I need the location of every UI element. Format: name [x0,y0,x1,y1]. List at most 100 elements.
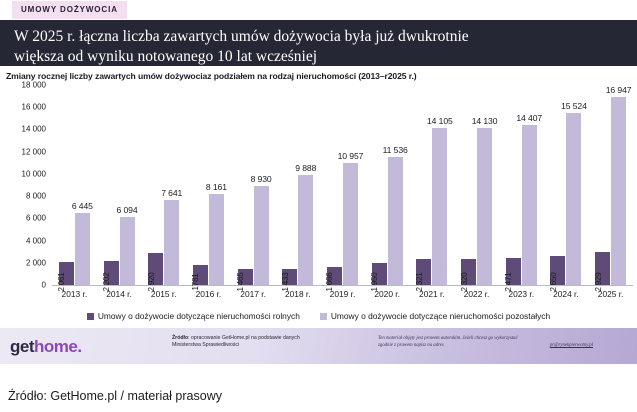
bar-pozostalych[interactable]: 14 130 [472,116,497,285]
bar-value-label: 7 641 [161,188,183,199]
x-axis-tick: 2017 r. [240,289,266,299]
bar-group: 2 471 14 407 [499,85,544,292]
copyright-line-2: zgodnie z prawem napisz na adres [378,342,444,348]
legend-item[interactable]: Umowy o dożywocie dotyczące nieruchomośc… [86,311,300,321]
y-axis-tick: 4 000 [25,236,46,246]
x-axis-tick: 2024 r. [553,289,579,299]
x-axis-tick: 2018 r. [284,289,311,299]
x-axis-tick: 2013 r. [61,289,88,299]
headline-line-1: W 2025 r. łączna liczba zawartych umów d… [14,28,469,45]
legend-swatch [86,312,94,320]
y-axis-tick: 6 000 [25,213,46,223]
y-axis: 18 000 16 000 14 000 12 000 10 000 8 000 6 000… [4,81,50,290]
chart-title: Zmiany rocznej liczby zawartych umów doż… [6,71,417,81]
bar-rolnych[interactable]: 1 950 [370,263,387,292]
y-axis-tick: 2 000 [25,258,46,268]
bar-rolnych[interactable]: 2 320 [460,259,477,292]
badge-row: UMOWY DOŻYWOCIA [0,0,637,20]
bar-group: 2 650 15 524 [544,85,589,292]
bar-pozostalych[interactable]: 7 641 [161,188,182,285]
category-badge: UMOWY DOŻYWOCIA [12,1,127,19]
y-axis-tick: 12 000 [21,147,46,157]
bar-rolnych[interactable]: 2 650 [549,255,566,292]
x-axis-tick: 2021 r. [419,289,445,299]
bar-rolnych[interactable]: 1 433 [281,269,298,292]
bar-group: 2 202 6 094 [97,85,142,292]
source-note: Źródło: opracowanie GetHome.pl na podsta… [172,335,304,348]
y-axis-tick: 0 [41,280,46,290]
bar-rolnych[interactable]: 2 321 [415,259,432,292]
bar-pozostalych[interactable]: 16 947 [606,85,632,285]
source-note-label: Źródło [172,335,189,341]
plot-area: 18 000 16 000 14 000 12 000 10 000 8 000 6 000… [4,81,633,321]
bar-rolnych[interactable]: 2 471 [504,257,521,292]
bar-value-label: 11 536 [382,144,408,155]
x-axis-tick: 2025 r. [597,289,624,299]
bar-pozostalych[interactable]: 8 161 [206,182,227,285]
bar-group: 2 920 7 641 [141,85,186,292]
bar-value-label: 6 094 [116,205,138,216]
bar-value-label: 15 524 [561,100,587,111]
legend-label: Umowy o dożywocie dotyczące nieruchomośc… [330,311,551,321]
bar-group: 2 320 14 130 [454,85,499,292]
x-axis-tick: 2014 r. [106,289,132,299]
bar-value-label: 16 947 [605,84,632,95]
x-axis-tick: 2023 r. [508,289,535,299]
x-axis-tick: 2019 r. [329,289,356,299]
bar-value-label: 14 105 [427,116,453,127]
chart-card: Zmiany rocznej liczby zawartych umów doż… [0,66,637,328]
brand-bar: gethome. Źródło: opracowanie GetHome.pl … [0,328,637,364]
bar-pozostalych[interactable]: 14 407 [516,113,542,285]
bar-value-label: 6 445 [71,201,93,212]
bars-plot: 2 061 6 445 2 202 6 094 2 920 7 641 1781 8 161 1… [52,85,633,292]
bar-value-label: 9 888 [295,163,317,174]
bar-pozostalych[interactable]: 14 105 [427,116,453,285]
bar-pozostalych[interactable]: 9 888 [295,163,316,285]
copyright-line-1: Ten materiał objęty jest prawem autorski… [378,336,518,341]
bar-group: 1 465 8 930 [231,85,276,292]
bar-group: 1 950 11 536 [365,85,410,292]
bar-value-label: 8 930 [250,173,272,184]
x-axis-tick: 2020 r. [374,289,400,299]
bar-rolnych[interactable]: 2 929 [594,252,611,292]
bar-rolnych[interactable]: 2 061 [57,262,74,292]
x-axis-tick: 2015 r. [150,289,177,299]
bar-rolnych[interactable]: 1781 [191,265,208,291]
y-axis-tick: 10 000 [21,169,46,179]
bar-pozostalych[interactable]: 11 536 [383,145,408,285]
bar-group: 1 666 10 957 [320,85,365,292]
bar-rolnych[interactable]: 1 465 [236,268,253,292]
bar-rolnych[interactable]: 2 202 [102,260,119,292]
bar-value-label: 10 957 [337,151,364,162]
logo-get: get [10,337,35,356]
bar-value-label: 14 407 [516,112,543,123]
headline: W 2025 r. łączna liczba zawartych umów d… [0,20,637,66]
bottom-caption: Źródło: GetHome.pl / materiał prasowy [0,380,637,412]
logo-dot: . [77,337,82,356]
x-axis-tick: 2016 r. [195,289,222,299]
bar-pozostalych[interactable]: 15 524 [561,101,587,285]
bar-rolnych[interactable]: 1 666 [325,266,342,292]
logo-home: home [34,337,78,356]
legend-swatch [319,312,327,320]
bar-group: 2 061 6 445 [52,85,97,292]
copyright-note: Ten materiał objęty jest prawem autorski… [378,336,593,349]
y-axis-tick: 8 000 [25,191,46,201]
copyright-email: pr@rynekpierwotny.pl [549,342,593,348]
y-axis-tick: 18 000 [21,80,46,90]
x-axis: 2013 r. 2014 r. 2015 r. 2016 r. 2017 r. 2018 … [52,286,633,299]
source-note-text: : opracowanie GetHome.pl na podstawie da… [172,335,300,348]
legend-item[interactable]: Umowy o dożywocie dotyczące nieruchomośc… [319,311,551,321]
chart-legend: Umowy o dożywocie dotyczące nieruchomośc… [4,311,633,321]
bar-pozostalych[interactable]: 10 957 [338,151,363,285]
bottom-caption-text: Źródło: GetHome.pl / materiał prasowy [8,389,222,403]
bar-pozostalych[interactable]: 6 094 [117,205,138,285]
y-axis-tick: 14 000 [21,124,46,134]
bar-value-label: 8 161 [205,182,227,193]
bar-pozostalych[interactable]: 6 445 [72,201,93,285]
bar-group: 1781 8 161 [186,85,231,291]
bar-rolnych[interactable]: 2 920 [147,252,164,292]
headline-line-2: większa od wyniku notowanego 10 lat wcze… [14,48,318,65]
bar-pozostalych[interactable]: 8 930 [251,174,272,285]
